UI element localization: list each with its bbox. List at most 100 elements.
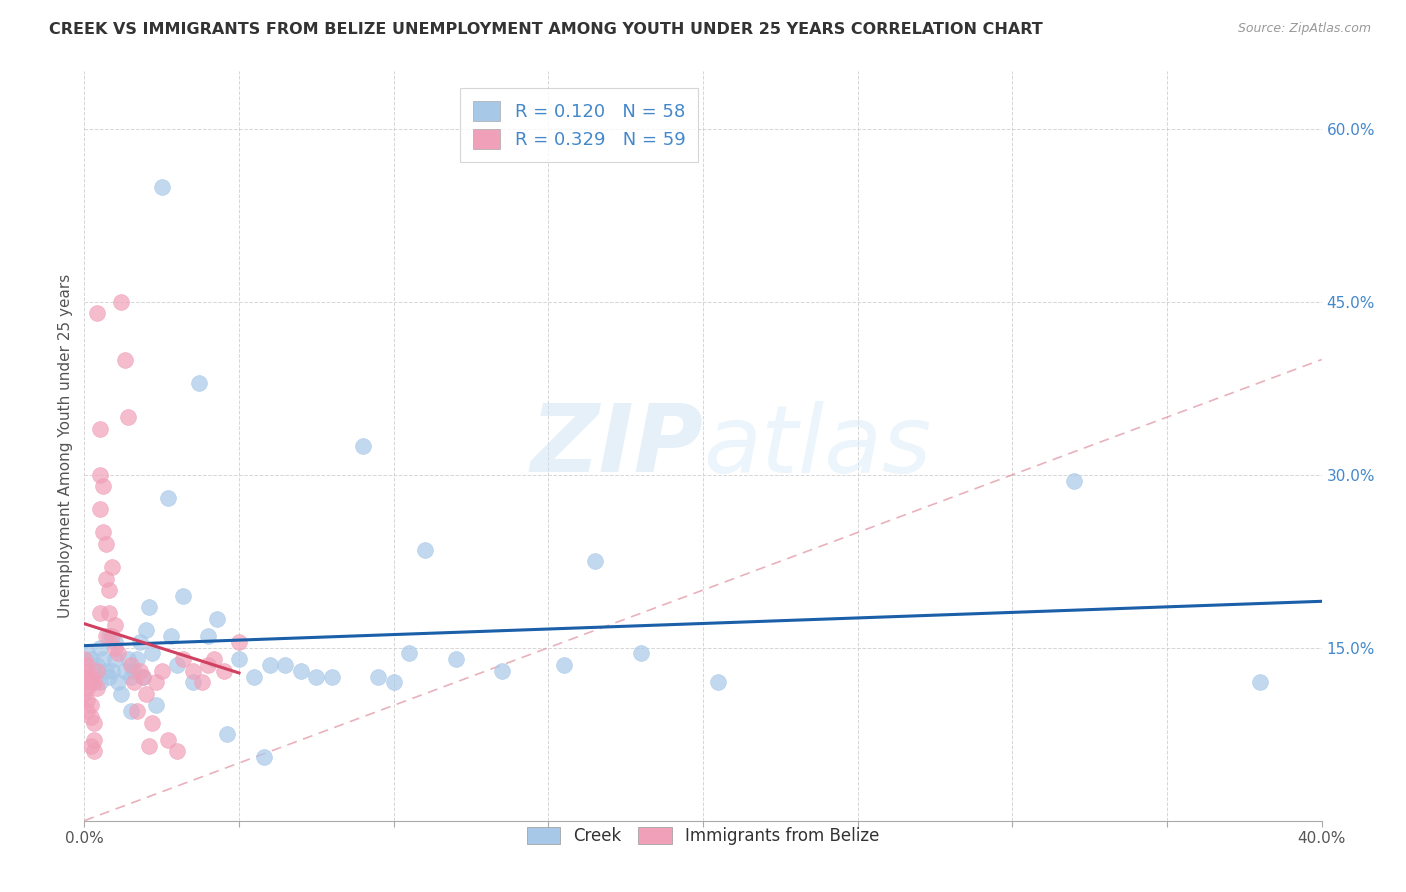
Point <box>187 376 209 390</box>
Point <box>181 664 204 678</box>
Point <box>172 652 194 666</box>
Text: atlas: atlas <box>703 401 931 491</box>
Point <box>141 715 163 730</box>
Point <box>138 600 160 615</box>
Point <box>76 658 98 673</box>
Point <box>1249 675 1271 690</box>
Point <box>120 704 142 718</box>
Point <box>132 669 155 683</box>
Point <box>215 727 238 741</box>
Point <box>83 733 105 747</box>
Point <box>491 664 513 678</box>
Point <box>79 652 101 666</box>
Point <box>76 704 98 718</box>
Point <box>135 687 157 701</box>
Point <box>86 658 108 673</box>
Point <box>98 583 121 598</box>
Point <box>122 675 145 690</box>
Point <box>73 687 96 701</box>
Point <box>104 640 127 655</box>
Point <box>101 664 124 678</box>
Point <box>191 675 214 690</box>
Point <box>83 675 105 690</box>
Point <box>98 629 121 643</box>
Point <box>114 664 136 678</box>
Point <box>94 664 117 678</box>
Point <box>79 669 101 683</box>
Point <box>73 664 96 678</box>
Point <box>129 635 152 649</box>
Point <box>197 658 219 673</box>
Point <box>290 664 312 678</box>
Point <box>132 669 155 683</box>
Text: CREEK VS IMMIGRANTS FROM BELIZE UNEMPLOYMENT AMONG YOUTH UNDER 25 YEARS CORRELAT: CREEK VS IMMIGRANTS FROM BELIZE UNEMPLOY… <box>49 22 1043 37</box>
Point <box>91 479 114 493</box>
Point <box>166 744 188 758</box>
Point <box>135 624 157 638</box>
Point <box>79 698 101 713</box>
Point <box>86 306 108 320</box>
Point <box>259 658 281 673</box>
Point <box>76 669 98 683</box>
Point <box>120 669 142 683</box>
Point <box>382 675 405 690</box>
Point <box>398 647 420 661</box>
Point <box>367 669 389 683</box>
Point <box>107 675 129 690</box>
Point <box>207 612 229 626</box>
Point <box>117 410 139 425</box>
Point <box>110 687 132 701</box>
Point <box>228 652 250 666</box>
Point <box>129 664 152 678</box>
Point <box>166 658 188 673</box>
Point <box>212 664 235 678</box>
Point <box>89 502 111 516</box>
Point <box>125 652 148 666</box>
Point <box>79 739 101 753</box>
Y-axis label: Unemployment Among Youth under 25 years: Unemployment Among Youth under 25 years <box>58 274 73 618</box>
Point <box>583 554 606 568</box>
Point <box>76 647 98 661</box>
Point <box>243 669 266 683</box>
Point <box>104 652 127 666</box>
Point <box>150 179 173 194</box>
Point <box>321 669 343 683</box>
Legend: Creek, Immigrants from Belize: Creek, Immigrants from Belize <box>519 819 887 854</box>
Point <box>76 681 98 695</box>
Point <box>86 664 108 678</box>
Point <box>1063 474 1085 488</box>
Point <box>101 629 124 643</box>
Point <box>125 704 148 718</box>
Point <box>83 744 105 758</box>
Point <box>352 439 374 453</box>
Point <box>104 635 127 649</box>
Point <box>413 542 436 557</box>
Point <box>91 652 114 666</box>
Point <box>104 617 127 632</box>
Point <box>89 640 111 655</box>
Point <box>89 422 111 436</box>
Point <box>145 675 167 690</box>
Point <box>86 681 108 695</box>
Point <box>79 675 101 690</box>
Point <box>98 669 121 683</box>
Point <box>156 733 179 747</box>
Point <box>444 652 467 666</box>
Point <box>707 675 730 690</box>
Point <box>202 652 225 666</box>
Point <box>274 658 297 673</box>
Point <box>114 352 136 367</box>
Point <box>305 669 328 683</box>
Point <box>181 675 204 690</box>
Point <box>197 629 219 643</box>
Point <box>73 652 96 666</box>
Point <box>117 652 139 666</box>
Point <box>89 606 111 620</box>
Point <box>76 692 98 706</box>
Point <box>120 658 142 673</box>
Point <box>94 629 117 643</box>
Point <box>228 635 250 649</box>
Point <box>138 739 160 753</box>
Point <box>150 664 173 678</box>
Point <box>172 589 194 603</box>
